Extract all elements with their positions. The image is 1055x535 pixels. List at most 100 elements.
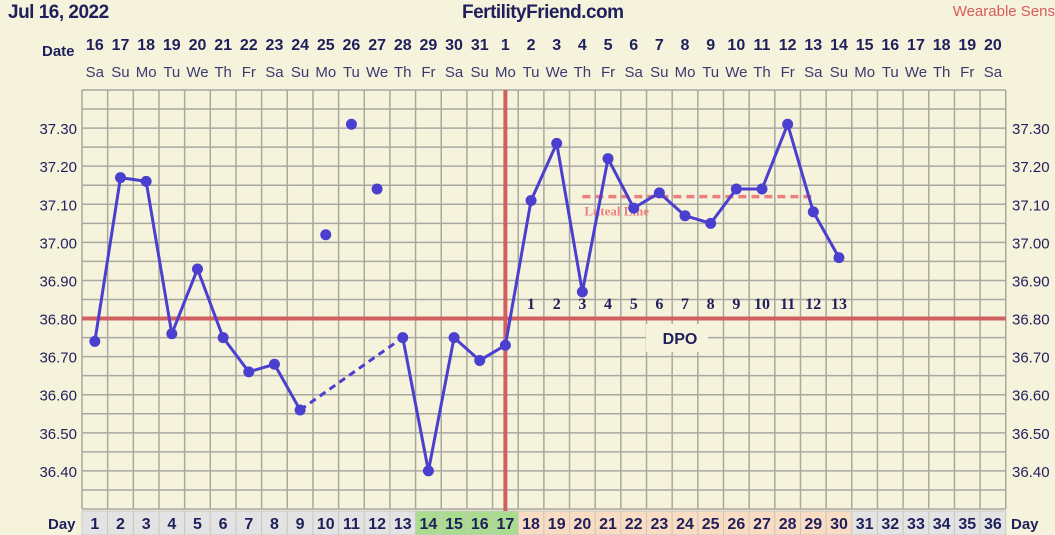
temperature-point	[140, 175, 152, 187]
weekday-label: We	[546, 64, 568, 81]
date-number: 2	[527, 37, 536, 54]
weekday-label: Sa	[265, 64, 284, 81]
temperature-point	[602, 153, 614, 165]
date-number: 16	[881, 37, 899, 54]
wearable-sensor-label[interactable]: Wearable Sens	[952, 3, 1055, 20]
date-number: 10	[727, 37, 745, 54]
weekday-label: Tu	[882, 64, 899, 81]
temperature-segment	[453, 336, 481, 362]
date-number: 19	[163, 37, 181, 54]
cycle-day-cell	[979, 510, 1007, 535]
date-number: 17	[112, 37, 130, 54]
weekday-label: Mo	[675, 64, 696, 81]
weekday-label: We	[186, 64, 208, 81]
dpo-label-bg	[646, 324, 708, 352]
y-tick-label-left: 37.20	[39, 159, 77, 176]
temperature-segment	[196, 268, 225, 339]
date-number: 23	[266, 37, 284, 54]
cycle-day-number: 13	[394, 516, 412, 533]
date-number: 13	[804, 37, 822, 54]
temperature-point	[243, 366, 255, 378]
y-tick-label-left: 36.70	[39, 350, 77, 367]
cycle-day-number: 10	[317, 516, 335, 533]
cycle-day-number: 27	[753, 516, 771, 533]
y-tick-label-left: 36.80	[39, 312, 77, 329]
date-number: 22	[240, 37, 258, 54]
temperature-point	[448, 332, 460, 344]
date-number: 29	[420, 37, 438, 54]
temperature-point	[166, 328, 178, 340]
y-tick-label-right: 37.10	[1012, 197, 1050, 214]
dpo-number: 11	[780, 296, 795, 313]
weekday-label: Su	[471, 64, 489, 81]
cycle-day-number: 34	[933, 516, 951, 533]
cycle-day-number: 35	[958, 516, 976, 533]
temperature-point	[89, 335, 101, 347]
date-number: 20	[984, 37, 1002, 54]
date-number: 7	[655, 37, 664, 54]
weekday-label: Mo	[854, 64, 875, 81]
cycle-day-number: 9	[296, 516, 305, 533]
temperature-point	[653, 187, 665, 199]
cycle-day-number: 17	[496, 516, 514, 533]
cycle-day-number: 20	[573, 516, 591, 533]
cycle-day-cell	[209, 510, 237, 535]
dpo-number: 12	[805, 296, 821, 313]
date-number: 17	[907, 37, 925, 54]
weekday-label: We	[366, 64, 388, 81]
cycle-day-cell	[748, 510, 776, 535]
dpo-number: 9	[732, 296, 740, 313]
temperature-point	[576, 286, 588, 298]
temperature-point	[782, 118, 794, 130]
date-number: 3	[552, 37, 561, 54]
y-tick-label-right: 36.50	[1012, 426, 1050, 443]
cycle-day-number: 7	[244, 516, 253, 533]
cycle-day-cell	[235, 510, 263, 535]
date-number: 25	[317, 37, 335, 54]
temperature-point	[551, 137, 563, 149]
weekday-label: Fr	[781, 64, 795, 81]
y-tick-label-left: 36.50	[39, 426, 77, 443]
temperature-segment	[580, 158, 610, 293]
weekday-label: Th	[753, 64, 771, 81]
date-number: 18	[137, 37, 155, 54]
date-number: 8	[681, 37, 690, 54]
site-title[interactable]: FertilityFriend.com	[462, 2, 624, 23]
weekday-label: Th	[933, 64, 951, 81]
y-tick-label-right: 36.70	[1012, 350, 1050, 367]
weekday-label: Su	[111, 64, 129, 81]
cycle-day-cell	[132, 510, 160, 535]
chart-date: Jul 16, 2022	[8, 2, 109, 23]
weekday-label: Sa	[445, 64, 464, 81]
temperature-point	[705, 217, 717, 229]
cycle-day-cell	[799, 510, 827, 535]
temperature-point	[679, 210, 691, 222]
date-number: 6	[629, 37, 638, 54]
y-tick-label-right: 36.90	[1012, 273, 1050, 290]
weekday-label: Sa	[86, 64, 105, 81]
date-number: 9	[706, 37, 715, 54]
dpo-number: 6	[655, 296, 663, 313]
cycle-day-cell	[158, 510, 186, 535]
temperature-point	[499, 339, 511, 351]
cycle-day-number: 31	[856, 516, 874, 533]
temperature-point	[525, 194, 537, 206]
y-tick-label-left: 36.40	[39, 464, 77, 481]
cycle-day-cell	[569, 510, 596, 535]
discarded-temperature-point	[345, 118, 357, 130]
temperature-point	[807, 206, 819, 218]
temperature-segment	[760, 123, 790, 190]
weekday-label: Su	[830, 64, 848, 81]
dpo-number: 7	[681, 296, 689, 313]
cycle-day-number: 5	[193, 516, 202, 533]
temperature-segment	[555, 143, 584, 293]
date-number: 11	[754, 37, 771, 54]
weekday-label: Fr	[960, 64, 974, 81]
cycle-day-number: 19	[548, 516, 566, 533]
weekday-label: Fr	[601, 64, 615, 81]
temperature-segment	[709, 188, 738, 225]
temperature-segment	[812, 211, 841, 259]
date-number: 30	[445, 37, 463, 54]
cycle-day-number: 25	[702, 516, 720, 533]
weekday-label: Su	[650, 64, 668, 81]
